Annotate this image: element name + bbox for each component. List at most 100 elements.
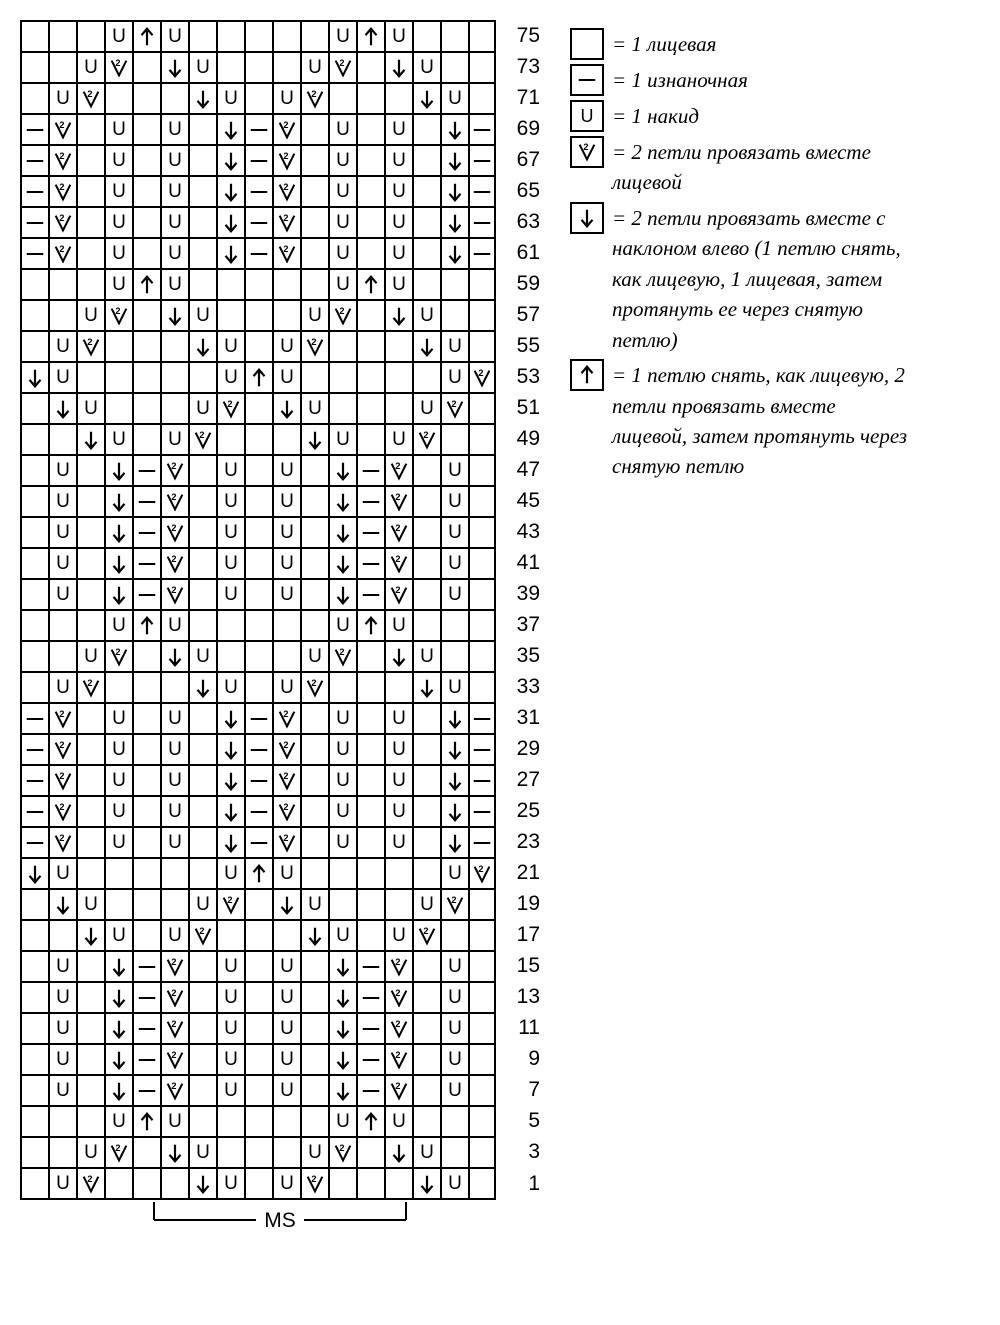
chart-cell: [216, 642, 244, 671]
chart-cell: 2: [300, 332, 328, 361]
svg-text:2: 2: [199, 430, 204, 440]
row-number: 49: [496, 427, 540, 451]
chart-cell: [76, 115, 104, 144]
chart-cell: [244, 332, 272, 361]
chart-cell: [188, 797, 216, 826]
chart-row: U2UU2U43: [20, 516, 540, 547]
svg-text:2: 2: [199, 926, 204, 936]
svg-text:2: 2: [171, 492, 176, 502]
chart-cell: [132, 115, 160, 144]
svg-text:2: 2: [339, 1143, 344, 1153]
chart-cell: 2: [384, 487, 412, 516]
svg-text:2: 2: [227, 895, 232, 905]
chart-cell: [132, 363, 160, 392]
chart-cell: [300, 580, 328, 609]
chart-cell: [440, 177, 468, 206]
chart-row: UUUU5: [20, 1105, 540, 1136]
legend-text: = 1 изнаночная: [612, 62, 748, 95]
chart-cell: [160, 890, 188, 919]
chart-cell: [300, 146, 328, 175]
chart-cell: 2: [48, 146, 76, 175]
chart-cell: U: [216, 1076, 244, 1105]
chart-cell: U: [76, 53, 104, 82]
chart-cell: U: [384, 425, 412, 454]
chart-cell: [20, 766, 48, 795]
chart-cell: [356, 456, 384, 485]
legend-text: = 1 лицевая: [612, 26, 716, 59]
chart-cell: [104, 1014, 132, 1043]
chart-cell: [412, 518, 440, 547]
chart-cell: U: [104, 146, 132, 175]
svg-text:2: 2: [423, 430, 428, 440]
chart-cell: 2: [160, 1045, 188, 1074]
chart-row: UUUU221: [20, 857, 540, 888]
chart-cell: U: [328, 208, 356, 237]
chart-cell: [188, 1107, 216, 1136]
legend-row: U= 1 накид: [570, 98, 910, 132]
chart-cell: [216, 735, 244, 764]
chart-cell: [76, 177, 104, 206]
chart-cell: [384, 890, 412, 919]
chart-cell: [356, 1045, 384, 1074]
chart-cell: [244, 921, 272, 950]
row-number: 59: [496, 272, 540, 296]
chart-cell: [468, 642, 496, 671]
chart-row: U2UU2U7: [20, 1074, 540, 1105]
chart-cell: [300, 704, 328, 733]
chart-cell: [328, 1014, 356, 1043]
chart-cell: [188, 177, 216, 206]
chart-cell: [132, 859, 160, 888]
chart-cell: [188, 456, 216, 485]
chart-cell: U: [384, 239, 412, 268]
chart-cell: [468, 611, 496, 640]
chart-cell: [468, 518, 496, 547]
chart-cell: [328, 1045, 356, 1074]
chart-cell: [188, 1169, 216, 1198]
svg-text:2: 2: [339, 58, 344, 68]
chart-cell: 2: [48, 766, 76, 795]
chart-cell: [272, 611, 300, 640]
legend-row: = 1 изнаночная: [570, 62, 910, 96]
chart-cell: [132, 487, 160, 516]
chart-cell: [412, 1169, 440, 1198]
chart-cell: U: [440, 1045, 468, 1074]
chart-cell: U: [384, 704, 412, 733]
svg-text:2: 2: [283, 709, 288, 719]
chart-cell: [300, 766, 328, 795]
chart-cell: [468, 549, 496, 578]
chart-cell: U: [384, 270, 412, 299]
row-number: 55: [496, 334, 540, 358]
chart-cell: [188, 580, 216, 609]
chart-cell: U: [440, 456, 468, 485]
chart-cell: [468, 921, 496, 950]
chart-row: U2UU2U47: [20, 454, 540, 485]
chart-cell: [412, 952, 440, 981]
chart-cell: [132, 673, 160, 702]
chart-cell: [104, 1076, 132, 1105]
chart-cell: U: [48, 1045, 76, 1074]
chart-cell: [188, 115, 216, 144]
chart-cell: [384, 1169, 412, 1198]
chart-cell: U: [76, 1138, 104, 1167]
svg-text:2: 2: [87, 678, 92, 688]
chart-cell: [216, 797, 244, 826]
chart-cell: [272, 301, 300, 330]
chart-cell: [132, 580, 160, 609]
chart-cell: U: [440, 332, 468, 361]
svg-text:2: 2: [87, 89, 92, 99]
chart-row: U2UU2U39: [20, 578, 540, 609]
svg-text:2: 2: [478, 368, 483, 378]
chart-cell: 2: [328, 1138, 356, 1167]
chart-cell: [132, 518, 160, 547]
chart-cell: U: [48, 1169, 76, 1198]
chart-cell: U: [160, 704, 188, 733]
chart-cell: [20, 394, 48, 423]
chart-cell: [440, 735, 468, 764]
chart-cell: U: [48, 487, 76, 516]
chart-cell: [328, 487, 356, 516]
chart-cell: [468, 487, 496, 516]
chart-cell: [104, 363, 132, 392]
chart-cell: U: [76, 890, 104, 919]
svg-text:2: 2: [115, 58, 120, 68]
chart-cell: [244, 859, 272, 888]
